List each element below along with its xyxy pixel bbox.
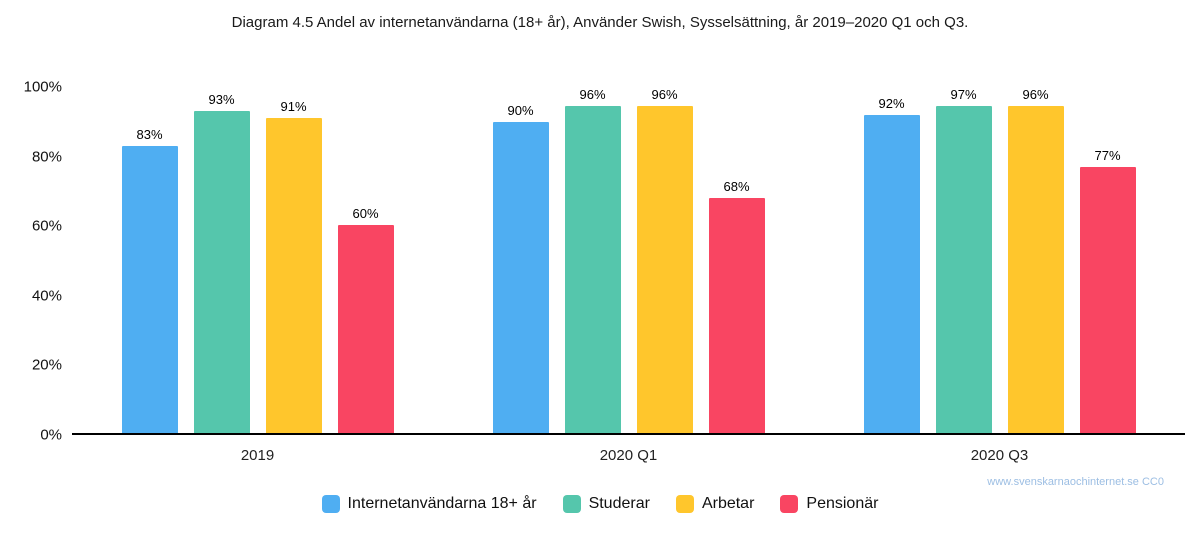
bar-group-2020-q1: 90% 96% 96% 68% [492, 87, 765, 433]
bar-studerar-2020-q3: 97% [935, 87, 992, 433]
chart-title: Diagram 4.5 Andel av internetanvändarna … [231, 14, 969, 31]
y-tick-label-40: 40% [31, 287, 62, 305]
bar-rect [193, 111, 250, 433]
legend-item-arbetar: Arbetar [675, 495, 755, 513]
legend-label: Pensionär [806, 495, 879, 512]
legend-swatch-icon [321, 495, 340, 513]
legend-item-studerar: Studerar [562, 495, 650, 513]
bar-value-label: 60% [352, 206, 379, 222]
legend-swatch-icon [675, 495, 694, 513]
bar-value-label: 68% [723, 178, 750, 194]
y-tick-label-20: 20% [31, 356, 62, 374]
bar-rect [492, 121, 549, 433]
bar-value-label: 77% [1094, 147, 1121, 163]
bar-value-label: 93% [208, 92, 235, 108]
bar-value-label: 97% [950, 87, 977, 102]
x-tick-label-2020-q3: 2020 Q3 [970, 447, 1029, 464]
y-tick-label-80: 80% [31, 148, 62, 166]
legend-label: Arbetar [701, 495, 755, 512]
bar-rect [636, 106, 693, 433]
y-tick-label-60: 60% [31, 217, 62, 235]
legend-item-pension-r: Pensionär [780, 495, 878, 513]
bar-value-label: 92% [878, 95, 905, 111]
bar-rect [863, 114, 920, 433]
bar-internetanv-ndarna-18-r-2020-q1: 90% [492, 87, 549, 433]
bar-group-2019: 83% 93% 91% 60% [121, 87, 394, 433]
bar-arbetar-2019: 91% [265, 87, 322, 433]
bar-pension-r-2020-q1: 68% [708, 87, 765, 433]
bar-value-label: 96% [1022, 87, 1049, 102]
bar-internetanv-ndarna-18-r-2019: 83% [121, 87, 178, 433]
bar-value-label: 96% [651, 87, 678, 102]
x-tick-label-2020-q1: 2020 Q1 [599, 447, 658, 464]
y-tick-label-100: 100% [23, 78, 62, 96]
bar-pension-r-2020-q3: 77% [1079, 87, 1136, 433]
bar-rect [935, 106, 992, 433]
bar-rect [708, 197, 765, 433]
bar-arbetar-2020-q3: 96% [1007, 87, 1064, 433]
bar-value-label: 91% [280, 99, 307, 115]
legend-label: Internetanvändarna 18+ år [347, 495, 537, 512]
bar-group-2020-q3: 92% 97% 96% 77% [863, 87, 1136, 433]
bar-value-label: 96% [579, 87, 606, 102]
bar-pension-r-2019: 60% [337, 87, 394, 433]
x-tick-label-2019: 2019 [240, 447, 275, 464]
bar-rect [1007, 106, 1064, 433]
legend-swatch-icon [562, 495, 581, 513]
bar-rect [564, 106, 621, 433]
bar-rect [121, 145, 178, 433]
legend: Internetanvändarna 18+ år Studerar Arbetar… [0, 495, 1200, 513]
bar-studerar-2019: 93% [193, 87, 250, 433]
bar-arbetar-2020-q1: 96% [636, 87, 693, 433]
bars-container: 83% 93% 91% 60% 90% 96% 96% 68% 92% 97% 96% 77% [72, 87, 1185, 433]
y-tick-label-0: 0% [40, 426, 62, 444]
bar-rect [1079, 166, 1136, 433]
bar-studerar-2020-q1: 96% [564, 87, 621, 433]
legend-item-internetanv-ndarna-18-r: Internetanvändarna 18+ år [321, 495, 537, 513]
x-axis: 2019 2020 Q1 2020 Q3 [72, 447, 1185, 464]
plot-area: 83% 93% 91% 60% 90% 96% 96% 68% 92% 97% 96% 77% [72, 87, 1185, 435]
watermark-link[interactable]: www.svenskarnaochinternet.se CC0 [987, 476, 1164, 488]
bar-internetanv-ndarna-18-r-2020-q3: 92% [863, 87, 920, 433]
legend-swatch-icon [780, 495, 799, 513]
bar-value-label: 83% [136, 126, 163, 142]
bar-value-label: 90% [507, 102, 534, 118]
legend-label: Studerar [588, 495, 650, 512]
y-axis: 0% 20% 40% 60% 80% 100% [0, 79, 62, 444]
bar-rect [265, 118, 322, 433]
bar-rect [337, 225, 394, 433]
